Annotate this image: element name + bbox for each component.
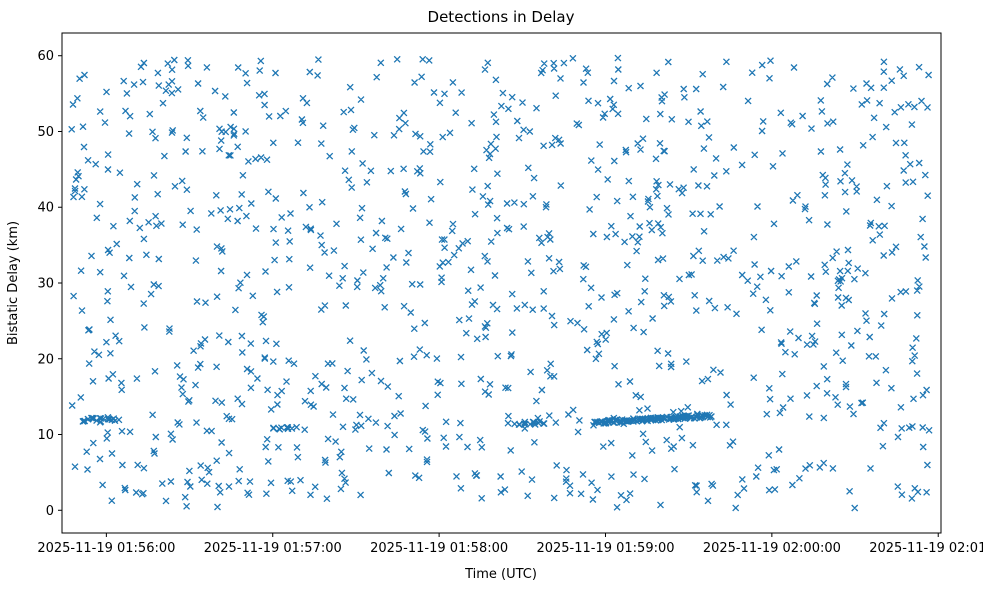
scatter-markers — [68, 54, 933, 512]
y-tick-label: 10 — [37, 428, 54, 443]
x-tick-label: 2025-11-19 02:01:00 — [869, 541, 983, 556]
y-tick-label: 20 — [37, 352, 54, 367]
x-tick-label: 2025-11-19 01:56:00 — [37, 541, 175, 556]
y-tick-label: 30 — [37, 277, 54, 292]
y-tick-label: 50 — [37, 125, 54, 140]
y-tick-label: 60 — [37, 49, 54, 64]
plot-area — [61, 32, 942, 534]
x-tick-label: 2025-11-19 01:58:00 — [370, 541, 508, 556]
x-axis-label: Time (UTC) — [464, 567, 537, 582]
x-tick-label: 2025-11-19 02:00:00 — [703, 541, 841, 556]
x-tick-label: 2025-11-19 01:59:00 — [536, 541, 674, 556]
y-axis-ticks: 0 10 20 30 40 50 60 — [37, 49, 62, 519]
x-tick-label: 2025-11-19 01:57:00 — [204, 541, 342, 556]
chart-title: Detections in Delay — [428, 8, 575, 26]
y-tick-label: 40 — [37, 201, 54, 216]
x-axis-ticks: 2025-11-19 01:56:00 2025-11-19 01:57:00 20… — [37, 533, 983, 556]
y-tick-label: 0 — [46, 504, 54, 519]
y-axis-label: Bistatic Delay (km) — [6, 221, 21, 345]
